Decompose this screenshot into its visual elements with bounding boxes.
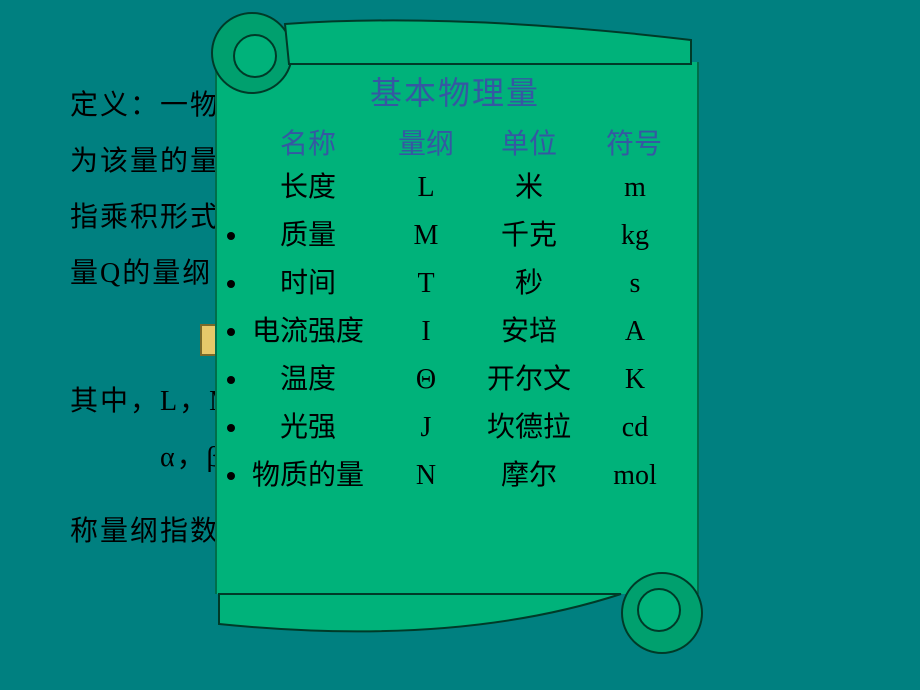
scroll-curl-bottom [215,578,695,648]
cell-unit: 安培 [469,308,589,356]
header-unit: 单位 [479,122,579,162]
table-row: 光强 J 坎德拉 cd [215,404,695,452]
cell-dim: M [391,212,461,260]
cell-symbol: s [595,260,675,308]
cell-symbol: A [595,308,675,356]
cell-unit: 米 [469,164,589,212]
table-row: 长度 L 米 m [215,164,695,212]
panel-rows: 长度 L 米 m 质量 M 千克 kg 时间 T 秒 s 电流强度 I 安培 A [215,164,695,500]
cell-symbol: cd [595,404,675,452]
cell-unit: 千克 [469,212,589,260]
header-dim: 量纲 [381,122,471,162]
panel-title: 基本物理量 [215,68,695,114]
bullet-icon [227,376,235,384]
table-row: 时间 T 秒 s [215,260,695,308]
cell-name: 长度 [243,164,373,212]
cell-name: 质量 [243,212,373,260]
bullet-icon [227,328,235,336]
cell-dim: T [391,260,461,308]
cell-unit: 秒 [469,260,589,308]
cell-dim: L [391,164,461,212]
bullet-icon [227,472,235,480]
scroll-panel: 基本物理量 名称 量纲 单位 符号 长度 L 米 m 质量 M 千克 kg 时间… [215,18,695,638]
table-row: 物质的量 N 摩尔 mol [215,452,695,500]
bullet-icon [227,232,235,240]
cell-dim: I [391,308,461,356]
table-row: 质量 M 千克 kg [215,212,695,260]
cell-unit: 坎德拉 [469,404,589,452]
cell-unit: 摩尔 [469,452,589,500]
cell-symbol: mol [595,452,675,500]
cell-unit: 开尔文 [469,356,589,404]
cell-name: 温度 [243,356,373,404]
cell-symbol: K [595,356,675,404]
cell-dim: Θ [391,356,461,404]
header-name: 名称 [243,122,373,162]
cell-symbol: kg [595,212,675,260]
cell-dim: N [391,452,461,500]
table-row: 温度 Θ 开尔文 K [215,356,695,404]
cell-name: 时间 [243,260,373,308]
cell-name: 物质的量 [243,452,373,500]
cell-symbol: m [595,164,675,212]
cell-name: 电流强度 [243,308,373,356]
cell-dim: J [391,404,461,452]
bullet-icon [227,280,235,288]
table-row: 电流强度 I 安培 A [215,308,695,356]
bullet-icon [227,424,235,432]
header-symbol: 符号 [589,122,679,162]
cell-name: 光强 [243,404,373,452]
